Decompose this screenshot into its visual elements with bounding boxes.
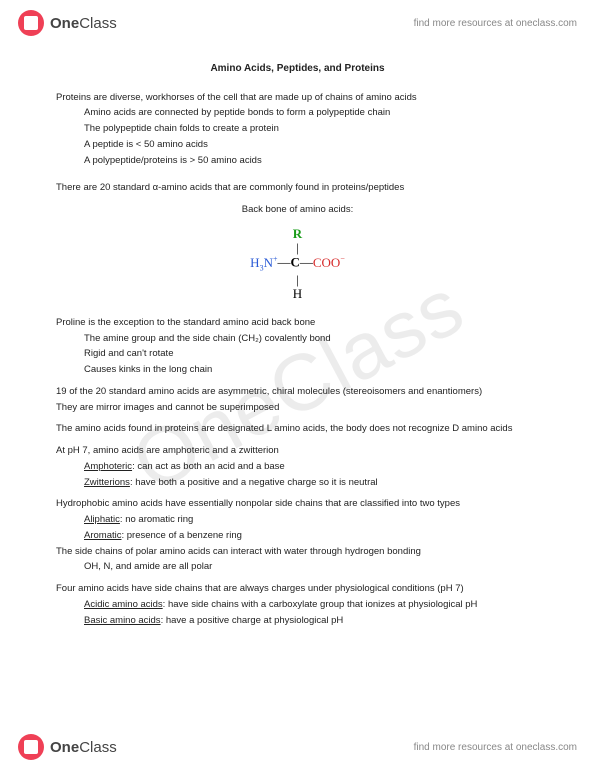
text-line: OH, N, and amide are all polar (56, 560, 539, 574)
definition-line: Basic amino acids: have a positive charg… (56, 614, 539, 628)
definition-line: Acidic amino acids: have side chains wit… (56, 598, 539, 612)
text-line: 19 of the 20 standard amino acids are as… (56, 385, 539, 399)
logo-text: OneClass (50, 15, 117, 32)
text-line: Causes kinks in the long chain (56, 363, 539, 377)
text-line: The polypeptide chain folds to create a … (56, 122, 539, 136)
definition-line: Amphoteric: can act as both an acid and … (56, 460, 539, 474)
text-line: At pH 7, amino acids are amphoteric and … (56, 444, 539, 458)
header-bar: OneClass find more resources at oneclass… (0, 0, 595, 46)
term-amphoteric: Amphoteric (84, 461, 132, 472)
diagram-alpha-c: C (290, 255, 299, 270)
definition-line: Zwitterions: have both a positive and a … (56, 476, 539, 490)
text-line: Rigid and can't rotate (56, 347, 539, 361)
term-basic: Basic amino acids (84, 615, 161, 626)
definition-line: Aliphatic: no aromatic ring (56, 513, 539, 527)
term-aliphatic: Aliphatic (84, 514, 120, 525)
logo-icon (18, 10, 44, 36)
footer-bar: OneClass find more resources at oneclass… (0, 724, 595, 770)
footer-logo[interactable]: OneClass (18, 734, 117, 760)
text-line: The amino acids found in proteins are de… (56, 422, 539, 436)
text-line: Amino acids are connected by peptide bon… (56, 106, 539, 120)
text-line: Back bone of amino acids: (56, 203, 539, 217)
logo-text: OneClass (50, 739, 117, 756)
footer-link[interactable]: find more resources at oneclass.com (414, 742, 577, 753)
header-link[interactable]: find more resources at oneclass.com (414, 18, 577, 29)
definition-line: Aromatic: presence of a benzene ring (56, 529, 539, 543)
text-line: They are mirror images and cannot be sup… (56, 401, 539, 415)
page-title: Amino Acids, Peptides, and Proteins (56, 62, 539, 77)
text-line: There are 20 standard α-amino acids that… (56, 181, 539, 195)
text-line: Proteins are diverse, workhorses of the … (56, 91, 539, 105)
term-aromatic: Aromatic (84, 530, 121, 541)
text-line: The side chains of polar amino acids can… (56, 545, 539, 559)
diagram-amine: H3N+ (250, 255, 277, 270)
text-line: Proline is the exception to the standard… (56, 316, 539, 330)
amino-acid-diagram: R | H3N+—C—COO− | H (56, 227, 539, 302)
diagram-carboxyl: COO− (313, 255, 345, 270)
header-logo[interactable]: OneClass (18, 10, 117, 36)
text-line: A peptide is < 50 amino acids (56, 138, 539, 152)
text-line: Four amino acids have side chains that a… (56, 582, 539, 596)
text-line: Hydrophobic amino acids have essentially… (56, 497, 539, 511)
document-body: Amino Acids, Peptides, and Proteins Prot… (0, 46, 595, 670)
diagram-h: H (56, 287, 539, 301)
diagram-r: R (293, 226, 302, 241)
term-acidic: Acidic amino acids (84, 599, 163, 610)
logo-icon (18, 734, 44, 760)
term-zwitterion: Zwitterions (84, 477, 130, 488)
text-line: The amine group and the side chain (CH₂)… (56, 332, 539, 346)
text-line: A polypeptide/proteins is > 50 amino aci… (56, 154, 539, 168)
